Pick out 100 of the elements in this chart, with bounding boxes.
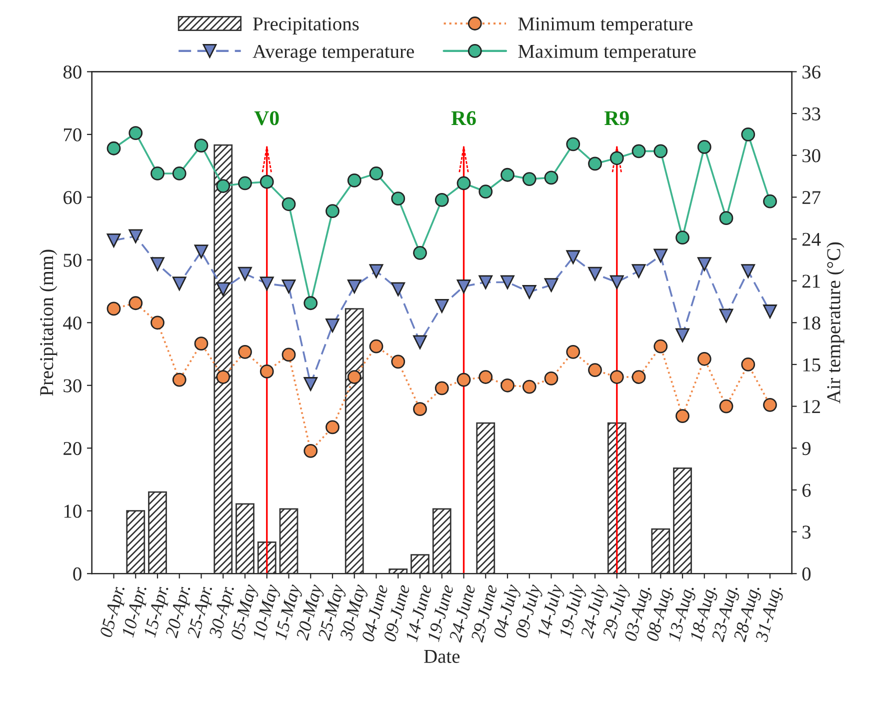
point xyxy=(654,339,668,354)
bar xyxy=(607,422,626,574)
bar xyxy=(476,422,496,574)
bar xyxy=(279,508,298,574)
y2-tick-label: 3 xyxy=(802,526,811,539)
y-tick-label: 40 xyxy=(63,316,82,330)
point xyxy=(719,399,734,414)
y2-tick-label: 12 xyxy=(803,400,820,414)
point xyxy=(369,264,384,278)
ref-line-label: R6 xyxy=(451,111,476,126)
point xyxy=(106,233,121,248)
point xyxy=(676,328,690,342)
x-tick-label: 14-June xyxy=(405,584,432,642)
point xyxy=(763,194,777,208)
point xyxy=(216,282,230,296)
point xyxy=(456,279,471,294)
point xyxy=(500,275,514,290)
point xyxy=(610,370,624,384)
bar xyxy=(388,568,408,574)
legend-label: Minimum temperature xyxy=(518,17,692,34)
point xyxy=(697,140,712,154)
bar xyxy=(651,528,670,574)
point xyxy=(260,364,274,378)
point xyxy=(260,174,274,189)
point xyxy=(456,176,471,190)
point xyxy=(369,166,384,180)
y2-tick-label: 0 xyxy=(802,567,811,581)
point xyxy=(391,282,406,296)
bar xyxy=(432,508,452,574)
point xyxy=(194,336,208,351)
point xyxy=(654,144,668,158)
point xyxy=(676,409,690,424)
point xyxy=(413,335,427,350)
point xyxy=(566,344,580,359)
point xyxy=(304,296,318,310)
point xyxy=(282,279,296,294)
point xyxy=(544,371,558,386)
point xyxy=(282,197,296,212)
point xyxy=(478,275,493,290)
point xyxy=(172,372,186,387)
y2-tick-label: 27 xyxy=(802,191,820,204)
point xyxy=(763,304,777,318)
y2-tick-label: 30 xyxy=(802,149,820,162)
y2-tick-label: 21 xyxy=(802,274,820,288)
point xyxy=(238,344,252,359)
point xyxy=(150,316,164,330)
point xyxy=(522,285,536,299)
point xyxy=(741,264,756,278)
point xyxy=(719,211,734,226)
point xyxy=(588,266,602,281)
legend-label: Maximum temperature xyxy=(518,44,696,62)
point xyxy=(326,204,340,218)
y2-tick-label: 9 xyxy=(802,442,811,456)
point xyxy=(172,276,186,291)
point xyxy=(434,381,449,396)
bar xyxy=(410,554,430,574)
y2-tick-label: 15 xyxy=(803,358,820,372)
point xyxy=(106,141,121,156)
point xyxy=(150,166,164,180)
point xyxy=(369,339,384,354)
bar xyxy=(236,503,254,574)
point xyxy=(304,377,318,391)
y-tick-label: 0 xyxy=(73,567,82,581)
y-tick-label: 10 xyxy=(64,504,82,518)
point xyxy=(128,229,143,244)
point xyxy=(566,250,580,264)
point xyxy=(216,370,230,384)
point xyxy=(719,308,734,323)
point xyxy=(238,266,252,281)
point xyxy=(304,444,318,458)
point xyxy=(391,354,406,369)
point xyxy=(413,402,427,416)
y-tick-label: 20 xyxy=(64,442,82,456)
point xyxy=(588,156,602,171)
bar xyxy=(257,542,276,574)
point xyxy=(500,168,514,182)
y-tick-label: 80 xyxy=(63,66,82,79)
point xyxy=(194,244,208,258)
y2-tick-label: 36 xyxy=(802,66,820,79)
point xyxy=(676,230,690,245)
point xyxy=(478,184,493,199)
point xyxy=(522,172,536,186)
bar xyxy=(126,510,146,574)
point xyxy=(347,370,362,384)
bar xyxy=(344,308,364,574)
y2-axis-title: Air temperature (°C) xyxy=(826,242,844,404)
y-tick-label: 60 xyxy=(64,190,82,204)
point xyxy=(128,296,143,310)
point xyxy=(413,246,427,260)
y2-tick-label: 24 xyxy=(802,232,821,246)
y-tick-label: 30 xyxy=(64,379,82,392)
point xyxy=(478,370,493,384)
y2-tick-label: 33 xyxy=(802,107,820,120)
point xyxy=(588,363,602,377)
ref-line-label: R9 xyxy=(604,111,629,126)
point xyxy=(544,170,558,185)
point xyxy=(238,176,252,190)
point xyxy=(610,151,624,166)
point xyxy=(456,372,471,387)
point xyxy=(632,264,646,278)
